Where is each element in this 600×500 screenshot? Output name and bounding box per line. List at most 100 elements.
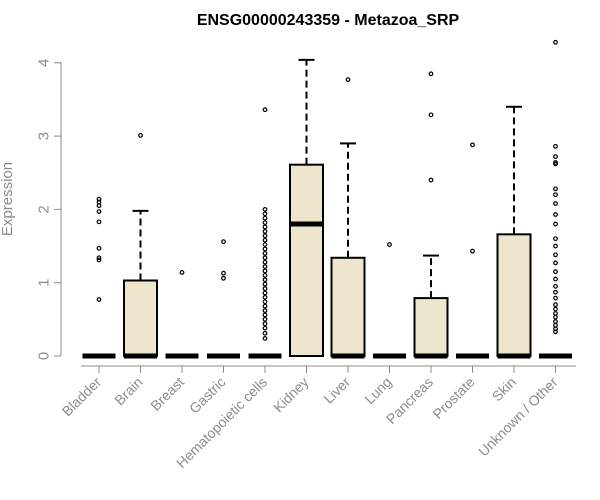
- box-10: [496, 105, 532, 359]
- outlier-point: [262, 259, 268, 265]
- outlier-point: [96, 245, 102, 251]
- outlier-point: [262, 321, 268, 327]
- y-tick-label: 0: [36, 352, 53, 360]
- outlier-point: [553, 160, 558, 165]
- x-tick-label: Skin: [489, 374, 520, 405]
- box-rect: [330, 256, 366, 358]
- x-tick-label: Kidney: [270, 374, 312, 416]
- outlier-point: [262, 233, 268, 239]
- x-tick-label: Breast: [147, 374, 187, 414]
- outlier-point: [553, 311, 558, 316]
- outlier-point: [262, 224, 268, 230]
- outlier-point: [553, 269, 558, 275]
- outlier-point: [553, 306, 558, 312]
- outlier-point: [262, 206, 268, 212]
- box-3: [207, 239, 240, 359]
- outlier-point: [387, 242, 392, 247]
- outlier-point: [262, 330, 268, 336]
- outlier-point: [262, 250, 268, 256]
- box-7: [373, 242, 406, 359]
- outlier-point: [96, 209, 102, 214]
- outlier-point: [262, 237, 268, 243]
- outlier-point: [428, 71, 434, 77]
- box-rect: [413, 297, 449, 357]
- y-tick-label: 4: [36, 59, 53, 67]
- outlier-point: [262, 277, 268, 283]
- outlier-point: [262, 312, 268, 318]
- outlier-point: [553, 243, 558, 249]
- outlier-point: [553, 283, 558, 289]
- box-rect: [123, 279, 158, 358]
- outlier-point: [470, 142, 475, 148]
- outlier-point: [138, 132, 143, 138]
- outlier-point: [96, 297, 102, 302]
- box-11: [539, 39, 572, 359]
- outlier-point: [262, 246, 268, 252]
- outlier-point: [221, 239, 226, 245]
- outlier-point: [553, 186, 558, 192]
- outlier-point: [179, 270, 185, 275]
- box-1: [123, 132, 158, 359]
- outlier-point: [96, 203, 102, 209]
- x-tick-label: Lung: [361, 374, 394, 407]
- outlier-point: [262, 228, 268, 234]
- outlier-point: [553, 201, 558, 206]
- outlier-point: [262, 303, 268, 309]
- outlier-point: [262, 242, 268, 247]
- outlier-point: [553, 212, 558, 217]
- outlier-point: [96, 219, 102, 225]
- outlier-point: [262, 107, 268, 113]
- outlier-point: [553, 236, 558, 242]
- outlier-point: [262, 255, 268, 261]
- box-rect: [289, 163, 324, 357]
- outlier-point: [553, 143, 558, 149]
- box-4: [248, 107, 282, 359]
- outlier-point: [553, 319, 558, 324]
- y-tick-label: 2: [36, 205, 53, 213]
- outlier-point: [262, 308, 268, 313]
- outlier-point: [262, 268, 268, 274]
- outlier-point: [553, 154, 558, 160]
- outlier-point: [553, 221, 558, 227]
- outlier-point: [553, 289, 558, 295]
- x-tick-label: Unknown / Other: [475, 374, 561, 460]
- outlier-point: [428, 177, 434, 183]
- outlier-point: [553, 39, 558, 45]
- box-0: [82, 196, 116, 359]
- outlier-point: [262, 290, 268, 296]
- box-rect: [496, 233, 532, 358]
- outlier-point: [221, 270, 226, 276]
- outlier-point: [96, 255, 102, 261]
- outlier-point: [262, 220, 268, 225]
- outlier-point: [96, 199, 102, 205]
- outlier-point: [262, 215, 268, 221]
- outlier-point: [553, 302, 558, 308]
- y-axis-label: Expression: [0, 162, 16, 236]
- x-tick-label: Prostate: [429, 374, 477, 422]
- outlier-point: [262, 211, 268, 217]
- outlier-point: [553, 252, 558, 258]
- outlier-point: [553, 260, 558, 266]
- box-6: [330, 77, 366, 359]
- outlier-point: [262, 299, 268, 305]
- chart-title: ENSG00000243359 - Metazoa_SRP: [197, 12, 460, 29]
- y-tick-label: 3: [36, 132, 53, 140]
- y-axis-ticks: 0 1 2 3 4: [36, 59, 61, 360]
- outlier-point: [262, 286, 268, 291]
- outlier-point: [262, 264, 268, 269]
- outlier-point: [262, 281, 268, 287]
- outlier-point: [345, 77, 351, 83]
- x-tick-label: Liver: [320, 374, 353, 407]
- outlier-point: [96, 196, 102, 202]
- outlier-point: [553, 329, 558, 335]
- outlier-point: [553, 192, 558, 198]
- outlier-point: [553, 314, 558, 320]
- outlier-point: [553, 322, 558, 328]
- box-2: [165, 270, 199, 359]
- x-tick-label: Bladder: [59, 374, 105, 420]
- y-tick-label: 1: [36, 279, 53, 287]
- box-plots: [82, 39, 572, 359]
- box-5: [289, 58, 324, 357]
